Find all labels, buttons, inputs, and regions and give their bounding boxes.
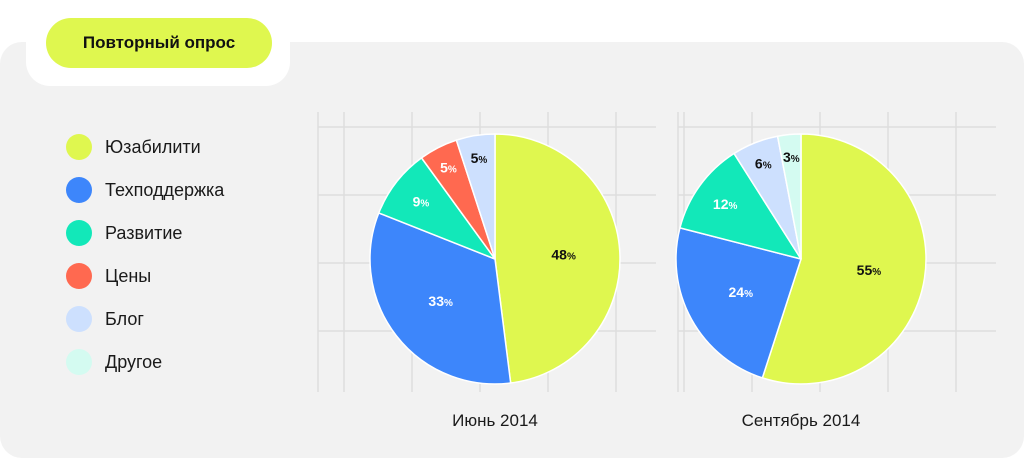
- pie-slice-other-1: [776, 133, 802, 260]
- legend-item-prices: Цены: [66, 263, 151, 289]
- legend-dot-support: [66, 177, 92, 203]
- legend-dot-usability: [66, 134, 92, 160]
- legend-label-support: Техподдержка: [105, 179, 225, 200]
- legend-label-prices: Цены: [105, 265, 152, 286]
- pie-slice-blog-0: [455, 133, 496, 260]
- pie-slice-support-0: [369, 212, 512, 385]
- value-label-usability-1: 55%: [857, 262, 882, 278]
- legend-item-development: Развитие: [66, 220, 182, 246]
- pie-slice-usability-0: [494, 133, 621, 384]
- pie-slice-development-1: [679, 152, 802, 260]
- legend-dot-blog: [66, 306, 92, 332]
- chart-title-0: Июнь 2014: [452, 411, 538, 430]
- value-label-other-1: 3%: [783, 149, 800, 165]
- value-label-blog-0: 5%: [471, 150, 488, 166]
- value-label-development-0: 9%: [413, 194, 430, 210]
- legend-item-usability: Юзабилити: [66, 134, 201, 160]
- pie-slice-usability-1: [761, 133, 927, 385]
- page-title: Повторный опрос: [46, 18, 272, 68]
- legend-dot-prices: [66, 263, 92, 289]
- value-label-usability-0: 48%: [551, 247, 576, 263]
- value-label-support-0: 33%: [428, 293, 453, 309]
- legend-item-support: Техподдержка: [66, 177, 224, 203]
- legend-item-blog: Блог: [66, 306, 144, 332]
- pie-slice-support-1: [675, 227, 802, 379]
- value-label-development-1: 12%: [713, 196, 738, 212]
- value-label-support-1: 24%: [729, 284, 754, 300]
- legend-dot-development: [66, 220, 92, 246]
- legend-label-other: Другое: [105, 351, 163, 372]
- legend-item-other: Другое: [66, 349, 162, 375]
- legend-label-development: Развитие: [105, 222, 183, 243]
- value-label-prices-0: 5%: [440, 160, 457, 176]
- legend-dot-other: [66, 349, 92, 375]
- value-label-blog-1: 6%: [755, 156, 772, 172]
- legend-label-blog: Блог: [105, 308, 144, 329]
- legend-label-usability: Юзабилити: [105, 136, 201, 157]
- chart-title-1: Сентябрь 2014: [742, 411, 861, 430]
